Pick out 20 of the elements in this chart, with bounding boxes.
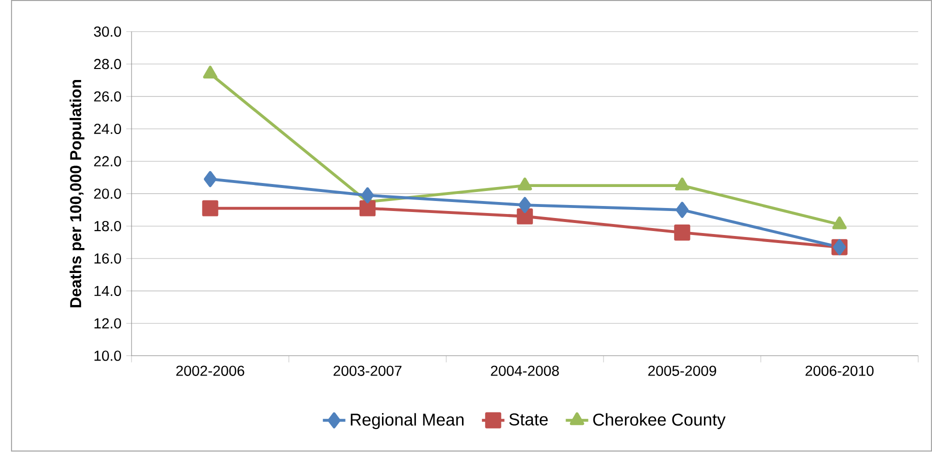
y-tick-label: 24.0 bbox=[94, 124, 122, 134]
y-tick-label: 20.0 bbox=[94, 188, 122, 200]
y-tick-label: 12.0 bbox=[94, 318, 122, 329]
y-tick-label: 28.0 bbox=[94, 59, 122, 70]
y-tick-label: 14.0 bbox=[94, 286, 122, 296]
x-tick-label: 2004-2008 bbox=[490, 366, 559, 376]
x-tick-label: 2005-2009 bbox=[648, 366, 716, 376]
y-tick-label: 18.0 bbox=[94, 221, 122, 232]
x-tick-label: 2006-2010 bbox=[806, 366, 874, 376]
y-tick-label: 30.0 bbox=[94, 26, 122, 37]
y-tick-label: 26.0 bbox=[94, 92, 122, 102]
legend-label: Cherokee County bbox=[593, 413, 726, 430]
y-axis-title: Deaths per 100,000 Population bbox=[70, 80, 84, 308]
x-tick-label: 2003-2007 bbox=[334, 366, 402, 376]
legend-label: Regional Mean bbox=[350, 413, 464, 430]
y-tick-label: 10.0 bbox=[94, 350, 122, 362]
y-tick-label: 22.0 bbox=[94, 156, 122, 167]
legend-label: State bbox=[509, 414, 548, 426]
x-tick-label: 2002-2006 bbox=[176, 366, 244, 376]
y-tick-label: 16.0 bbox=[94, 254, 122, 264]
